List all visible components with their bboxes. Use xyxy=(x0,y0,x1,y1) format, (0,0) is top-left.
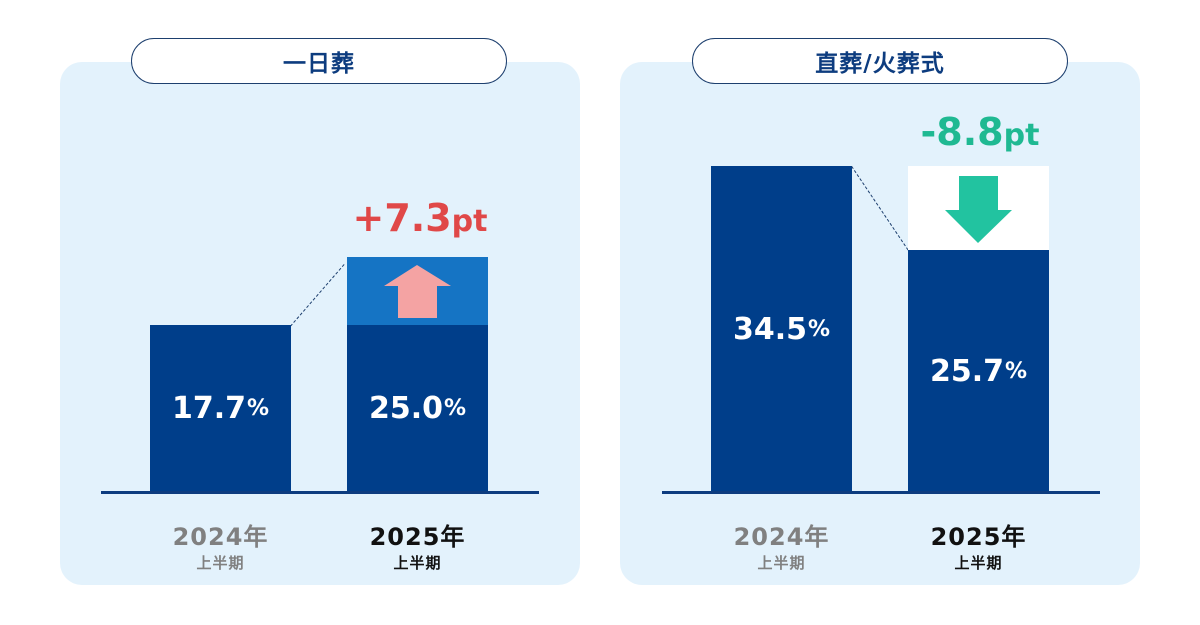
bar-2025: 25.0% xyxy=(347,325,488,492)
down-arrow-icon xyxy=(945,176,1012,243)
bar-2024: 17.7% xyxy=(150,325,291,492)
x-label-2025: 2025年 上半期 xyxy=(369,523,466,572)
increase-band xyxy=(347,257,488,326)
chart-title: 直葬/火葬式 xyxy=(815,51,945,77)
x-axis-baseline xyxy=(101,491,539,494)
chart-title: 一日葬 xyxy=(283,51,355,77)
bar-2024: 34.5% xyxy=(711,166,852,492)
x-label-2024: 2024年 上半期 xyxy=(172,523,269,572)
x-axis-baseline xyxy=(662,491,1100,494)
chart-title-pill: 直葬/火葬式 xyxy=(692,38,1068,84)
x-label-2025: 2025年 上半期 xyxy=(930,523,1027,572)
chart-panel-direct-cremation xyxy=(620,62,1140,585)
bar-2025: 25.7% xyxy=(908,250,1049,492)
chart-panel-one-day-funeral xyxy=(60,62,580,585)
up-arrow-icon xyxy=(384,265,451,318)
change-label-increase: +7.3pt xyxy=(352,196,488,240)
x-label-2024: 2024年 上半期 xyxy=(733,523,830,572)
decrease-band xyxy=(908,166,1049,250)
change-label-decrease: -8.8pt xyxy=(920,110,1040,154)
chart-title-pill: 一日葬 xyxy=(131,38,507,84)
